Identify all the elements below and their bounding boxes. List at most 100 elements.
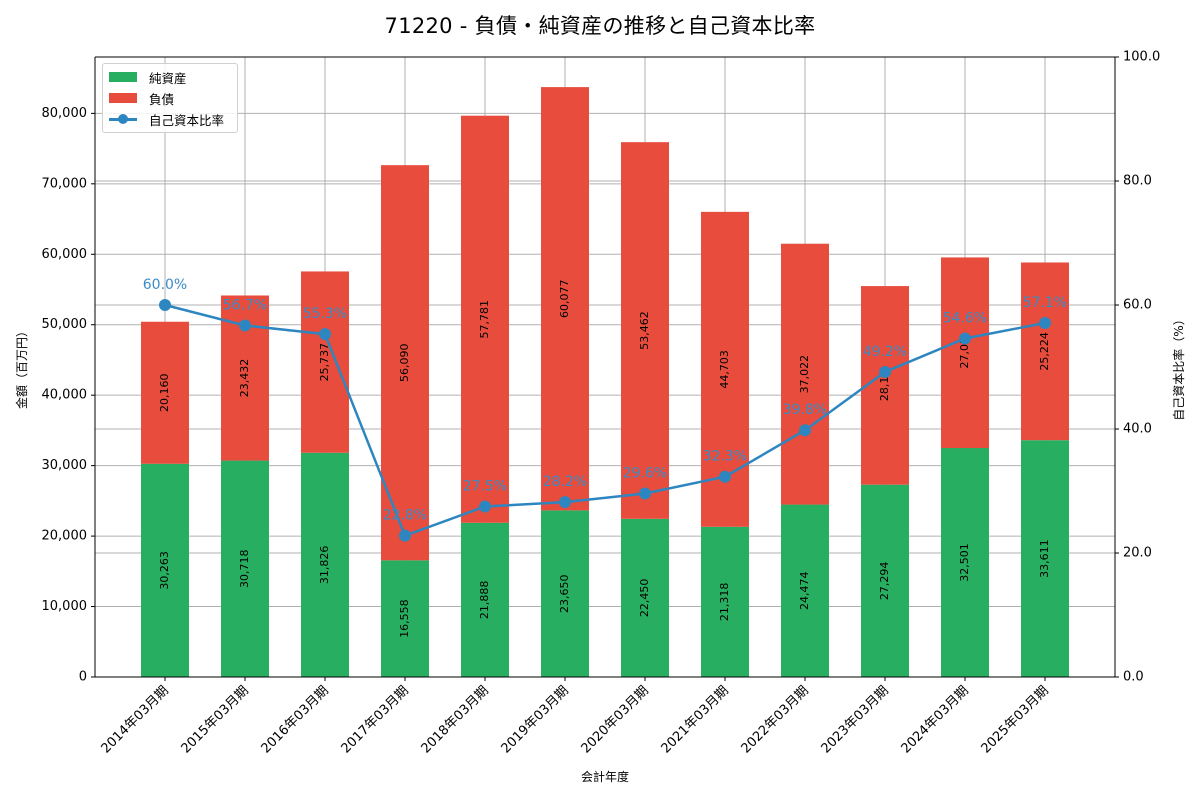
ratio-marker: [159, 299, 171, 311]
ratio-marker: [399, 529, 411, 542]
bar-equity: [301, 452, 349, 677]
ratio-value-label: 32.3%: [703, 449, 747, 465]
ratio-marker: [1039, 316, 1051, 329]
right-tick-label: 20.0: [1123, 546, 1152, 561]
bar-value-label-liabilities: 27,05: [958, 337, 971, 369]
bar-value-label-equity: 21,318: [718, 583, 731, 622]
bar-value-label-equity: 24,474: [798, 572, 811, 611]
legend-item-liabilities: 負債: [109, 89, 174, 107]
left-tick-label: 20,000: [42, 529, 88, 544]
ratio-value-label: 22.8%: [383, 508, 427, 524]
right-tick-label: 80.0: [1123, 174, 1152, 189]
ratio-value-label: 55.3%: [303, 306, 347, 322]
bar-equity: [1021, 440, 1069, 677]
ratio-value-label: 27.5%: [463, 479, 507, 495]
x-tick-label: 2024年03月期: [899, 683, 972, 756]
legend-label-liabilities: 負債: [149, 91, 175, 107]
legend-item-ratio: 自己資本比率: [109, 110, 224, 128]
x-tick-label: 2022年03月期: [739, 683, 812, 756]
legend-label-ratio: 自己資本比率: [149, 112, 225, 128]
bar-liabilities: [781, 243, 829, 505]
left-tick-label: 50,000: [42, 317, 88, 332]
bar-liabilities: [861, 286, 909, 485]
bar-value-label-liabilities: 23,432: [238, 359, 251, 398]
left-tick-label: 10,000: [42, 599, 88, 614]
right-tick-label: 40.0: [1123, 422, 1152, 437]
bar-equity: [941, 448, 989, 677]
left-tick-label: 80,000: [42, 106, 88, 121]
ratio-marker: [239, 319, 251, 332]
x-tick-label: 2021年03月期: [659, 683, 732, 756]
bar-value-label-equity: 30,263: [158, 551, 171, 590]
ratio-value-label: 49.2%: [863, 344, 907, 360]
left-tick-label: 0: [79, 670, 87, 685]
right-axis-title: 自己資本比率（%）: [1171, 313, 1186, 420]
ratio-line: [164, 303, 1046, 538]
x-axis-title: 会計年度: [581, 769, 629, 784]
equity-swatch-icon: [109, 72, 137, 82]
bar-value-label-equity: 30,718: [238, 550, 251, 589]
x-tick-label: 2017年03月期: [339, 683, 412, 756]
legend-item-equity: 純資産: [109, 68, 187, 86]
bar-value-label-equity: 27,294: [878, 562, 891, 601]
right-tick-label: 60.0: [1123, 298, 1152, 313]
bar-value-label-equity: 21,888: [478, 581, 491, 620]
ratio-value-label: 57.1%: [1023, 295, 1067, 311]
ratio-value-label: 28.2%: [543, 474, 587, 490]
bar-value-label-liabilities: 44,703: [718, 350, 731, 389]
ratio-line-marker-icon: [109, 114, 137, 124]
x-tick-label: 2019年03月期: [499, 683, 572, 756]
ratio-marker: [719, 470, 731, 483]
bar-liabilities: [621, 142, 669, 519]
ratio-marker: [799, 424, 811, 437]
bar-liabilities: [1021, 262, 1069, 441]
legend: 純資産 負債 自己資本比率: [102, 63, 238, 133]
bar-value-label-equity: 16,558: [398, 599, 411, 638]
left-tick-label: 30,000: [42, 458, 88, 473]
legend-label-equity: 純資産: [149, 70, 187, 86]
bar-value-label-liabilities: 60,077: [558, 279, 571, 318]
left-tick-label: 70,000: [42, 176, 88, 191]
bar-equity: [781, 504, 829, 677]
bar-value-label-liabilities: 56,090: [398, 344, 411, 383]
ratio-value-label: 54.6%: [943, 310, 987, 326]
bar-value-label-liabilities: 28,19: [878, 370, 891, 402]
x-tick-label: 2015年03月期: [179, 683, 252, 756]
bar-equity: [141, 463, 189, 677]
ratio-marker: [959, 332, 971, 345]
bar-equity: [861, 484, 909, 677]
left-tick-label: 60,000: [42, 247, 88, 262]
liabilities-swatch-icon: [109, 93, 137, 103]
bar-equity: [221, 460, 269, 677]
bar-equity: [381, 560, 429, 677]
ratio-marker: [559, 496, 571, 509]
bar-liabilities: [461, 115, 509, 523]
ratio-value-label: 39.8%: [783, 402, 827, 418]
ratio-marker: [879, 365, 891, 378]
left-tick-label: 40,000: [42, 388, 88, 403]
ratio-value-label: 56.7%: [223, 297, 267, 313]
bar-liabilities: [301, 271, 349, 453]
bar-equity: [701, 526, 749, 677]
bar-value-label-liabilities: 25,737: [318, 343, 331, 382]
x-tick-label: 2014年03月期: [99, 683, 172, 756]
x-tick-label: 2023年03月期: [819, 683, 892, 756]
ratio-value-label: 29.6%: [623, 465, 667, 481]
bar-value-label-liabilities: 25,224: [1038, 332, 1051, 371]
left-axis-title: 金額（百万円）: [14, 325, 29, 409]
bar-equity: [461, 522, 509, 677]
bar-value-label-equity: 33,611: [1038, 539, 1051, 578]
bar-value-label-liabilities: 53,462: [638, 311, 651, 350]
right-tick-label: 0.0: [1123, 670, 1144, 685]
chart-title: 71220 - 負債・純資産の推移と自己資本比率: [384, 14, 816, 38]
bar-liabilities: [141, 321, 189, 464]
bar-value-label-liabilities: 37,022: [798, 355, 811, 394]
x-tick-label: 2018年03月期: [419, 683, 492, 756]
bar-value-label-equity: 32,501: [958, 543, 971, 582]
bar-liabilities: [541, 87, 589, 511]
ratio-marker: [479, 500, 491, 513]
bar-value-label-equity: 22,450: [638, 579, 651, 618]
bar-value-label-equity: 23,650: [558, 574, 571, 613]
bar-value-label-liabilities: 20,160: [158, 374, 171, 413]
